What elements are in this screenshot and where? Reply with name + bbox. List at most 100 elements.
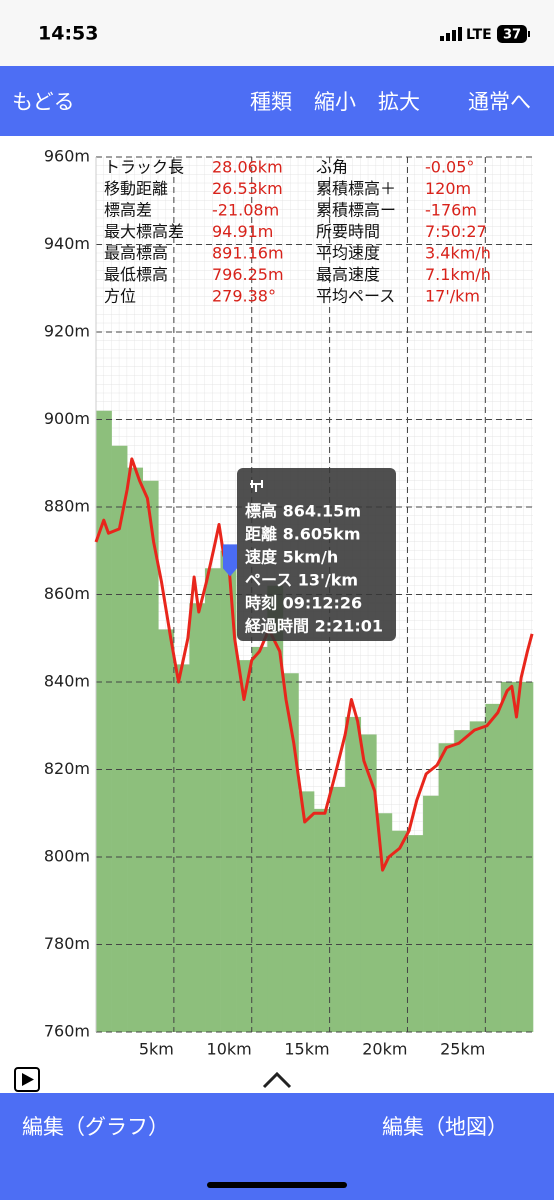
elevation-bar (314, 808, 330, 1032)
stat-label: 所要時間 (316, 222, 380, 241)
elevation-bar (376, 813, 393, 1032)
y-tick-label: 940m (44, 234, 90, 253)
y-tick-label: 800m (44, 847, 90, 866)
stat-value: 279.38° (212, 287, 276, 306)
stat-value: -0.05° (425, 158, 474, 177)
tooltip-line: ペース 13'/km (245, 571, 358, 590)
elevation-bar (298, 791, 315, 1032)
elevation-bar (267, 585, 284, 1032)
x-tick-label: 15km (284, 1040, 329, 1059)
stat-value: 891.16m (212, 244, 284, 263)
battery-icon (497, 25, 527, 43)
elevation-bar (407, 835, 424, 1032)
elevation-line (94, 457, 534, 872)
stat-label: ふ角 (316, 158, 348, 177)
stat-label: 最大標高差 (104, 222, 184, 241)
home-indicator (207, 1182, 347, 1188)
tooltip-line: 距離 8.605km (245, 525, 361, 544)
elevation-bar (173, 664, 190, 1032)
elevation-bar (220, 550, 237, 1032)
y-tick-label: 960m (44, 147, 90, 166)
stat-value: 17'/km (425, 287, 480, 306)
stat-label: 平均速度 (316, 244, 380, 263)
y-tick-label: 880m (44, 497, 90, 516)
elevation-bar (189, 603, 206, 1032)
elevation-bar (345, 717, 362, 1032)
y-tick-label: 760m (44, 1022, 90, 1041)
battery-tip (528, 31, 530, 37)
elevation-bar (205, 568, 221, 1032)
stat-label: トラック長 (104, 158, 184, 177)
battery-level: 37 (503, 28, 521, 43)
edit-graph-button[interactable]: 編集（グラフ） (22, 1115, 169, 1139)
zoom-in-button[interactable]: 拡大 (378, 90, 420, 114)
stat-label: 最高標高 (104, 244, 168, 263)
zoom-out-button[interactable]: 縮小 (314, 90, 356, 114)
y-tick-label: 860m (44, 584, 90, 603)
stat-value: -21.08m (212, 201, 279, 220)
edit-map-button[interactable]: 編集（地図） (382, 1115, 508, 1139)
elevation-bar (127, 467, 144, 1032)
elevation-bar (485, 703, 502, 1032)
expand-chevron[interactable] (262, 1071, 292, 1089)
stat-value: -176m (425, 201, 477, 220)
stat-value: 26.53km (212, 179, 283, 198)
cursor-marker (223, 544, 238, 577)
elevation-bar (329, 787, 346, 1032)
type-button[interactable]: 種類 (250, 90, 292, 114)
nav-bar (0, 66, 554, 136)
y-tick-label: 820m (44, 759, 90, 778)
elevation-bar (251, 647, 268, 1032)
elevation-bar (454, 730, 471, 1032)
elevation-bar (111, 445, 128, 1032)
normal-button[interactable]: 通常へ (468, 90, 531, 114)
stat-label: 最高速度 (316, 265, 380, 284)
y-tick-label: 920m (44, 322, 90, 341)
stats-table: トラック長 28.06km ふ角 -0.05° 移動距離 26.53km 累積標高＋ 120m… (104, 158, 491, 306)
x-tick-label: 25km (440, 1040, 485, 1059)
stat-label: 累積標高＋ (316, 179, 396, 198)
tooltip: 標高 864.15m 距離 8.605km 速度 5km/h ペース 13'/km 時刻… (237, 468, 396, 641)
y-tick-label: 780m (44, 934, 90, 953)
back-button[interactable]: もどる (12, 90, 75, 114)
tooltip-line: 標高 864.15m (245, 502, 361, 521)
signal-icon (440, 27, 462, 41)
tooltip-line: 速度 5km/h (245, 548, 338, 567)
stat-value: 7:50:27 (425, 222, 487, 241)
elevation-bar (158, 629, 175, 1032)
elevation-bar (438, 743, 455, 1032)
stat-value: 94.91m (212, 222, 273, 241)
stat-value: 3.4km/h (425, 244, 491, 263)
play-icon (22, 1073, 34, 1086)
stat-label: 平均ペース (316, 287, 395, 306)
x-tick-label: 20km (362, 1040, 407, 1059)
stat-value: 7.1km/h (425, 265, 491, 284)
stat-label: 移動距離 (104, 179, 168, 198)
elevation-bar (142, 480, 159, 1032)
elevation-bar (282, 673, 299, 1032)
stat-label: 累積標高ー (316, 201, 396, 220)
x-tick-label: 5km (139, 1040, 174, 1059)
elevation-bar (532, 682, 534, 1032)
y-tick-label: 840m (44, 672, 90, 691)
elevation-bar (391, 830, 408, 1032)
tooltip-line: 時刻 09:12:26 (245, 594, 362, 613)
stat-value: 28.06km (212, 158, 283, 177)
elevation-bar (360, 734, 377, 1032)
elevation-bar (236, 660, 253, 1032)
tooltip-line: 経過時間 2:21:01 (245, 617, 383, 636)
x-tick-label: 10km (207, 1040, 252, 1059)
stat-label: 最低標高 (104, 265, 168, 284)
plot: 760m 780m 800m 820m 840m 860m 880m 900m 920m 940m… (44, 147, 534, 1059)
network: LTE (466, 27, 492, 43)
elevation-bar (469, 721, 486, 1032)
tooltip-box (237, 468, 396, 641)
stat-label: 標高差 (104, 201, 152, 220)
elevation-bar (423, 795, 439, 1032)
y-tick-label: 900m (44, 409, 90, 428)
pin-icon (250, 480, 263, 492)
stat-label: 方位 (104, 287, 136, 306)
clock: 14:53 (38, 23, 98, 45)
elevation-bar (96, 410, 112, 1032)
